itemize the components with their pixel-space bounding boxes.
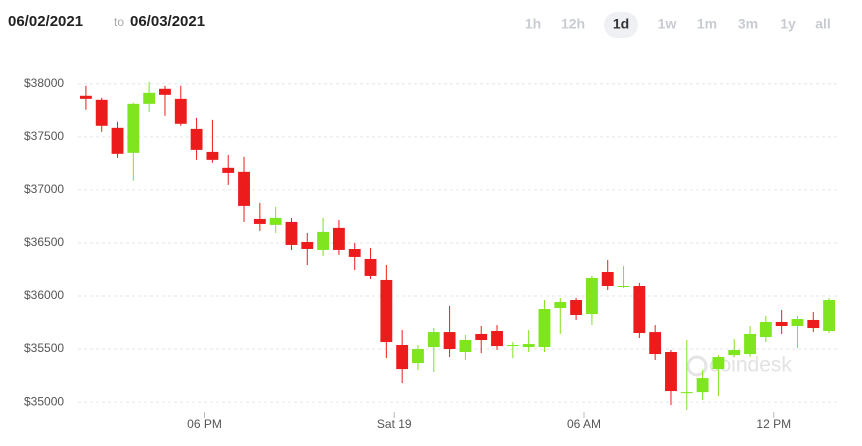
candle-body [253,218,266,224]
candle-body [696,378,709,393]
candle-body [475,333,488,341]
y-tick-label: $35000 [24,394,64,408]
candle-body [585,277,598,315]
candle-body [301,241,314,249]
candle-body [380,279,393,343]
candle-body [285,221,298,245]
watermark: coindesk [709,354,792,377]
watermark-logo [686,355,708,377]
date-until: 06/03/2021 [130,13,205,30]
x-tick-label: 12 PM [756,417,791,431]
candle-body [491,331,503,347]
x-tick-label: Sat 19 [377,417,412,431]
candle-body [601,272,614,287]
candle-body [506,345,519,347]
range-button[interactable]: 1h [525,16,541,32]
candle-body [317,231,330,250]
candle-body [649,332,662,355]
candle-body [728,349,741,356]
candle-body [680,392,693,394]
candle-body [111,127,124,154]
candle-body [459,340,472,353]
range-button[interactable]: 12h [561,16,585,32]
candle-body [744,333,756,355]
range-button[interactable]: 1y [780,16,796,32]
candle-body [775,321,788,327]
candle-body [238,171,250,206]
candle-body [807,319,820,329]
range-button[interactable]: all [815,16,831,32]
range-button[interactable]: 1m [697,16,717,32]
candle-body [617,286,630,288]
candle-body [538,309,551,348]
candle-body [427,332,440,348]
candle-body [348,248,361,257]
candle-body [95,99,108,126]
candle-body [332,227,345,250]
candle-body [791,319,804,327]
candle-body [79,95,92,99]
range-button[interactable]: 3m [738,16,758,32]
candle-body [396,345,409,370]
candle-body [143,92,156,104]
y-tick-label: $35500 [24,341,64,355]
candle-body [443,332,456,350]
x-tick-label: 06 PM [187,417,222,431]
candle-body [222,167,235,173]
y-tick-label: $38000 [24,76,64,90]
candle-body [665,352,677,392]
date-separator: to [114,15,124,29]
candle-body [174,98,187,124]
y-tick-label: $37000 [24,182,64,196]
candle-body [633,286,646,334]
candle-body [364,258,377,276]
candle-body [127,103,140,153]
candle-body [759,321,772,338]
range-button[interactable]: 1d [613,16,629,32]
candle-body [159,88,171,95]
y-tick-label: $37500 [24,129,64,143]
x-tick-label: 06 AM [567,417,601,431]
range-button[interactable]: 1w [658,16,677,32]
candle-body [823,300,836,331]
candle-body [190,128,203,150]
date-from: 06/02/2021 [8,13,83,30]
candle-body [206,151,219,160]
candle-body [712,356,725,370]
active-range-bg [604,12,638,38]
candle-body [269,217,282,225]
y-tick-label: $36000 [24,288,64,302]
y-tick-label: $36500 [24,235,64,249]
candle-body [554,302,567,308]
candle-body [522,344,535,348]
candle-body [412,349,424,364]
candle-body [570,300,583,315]
